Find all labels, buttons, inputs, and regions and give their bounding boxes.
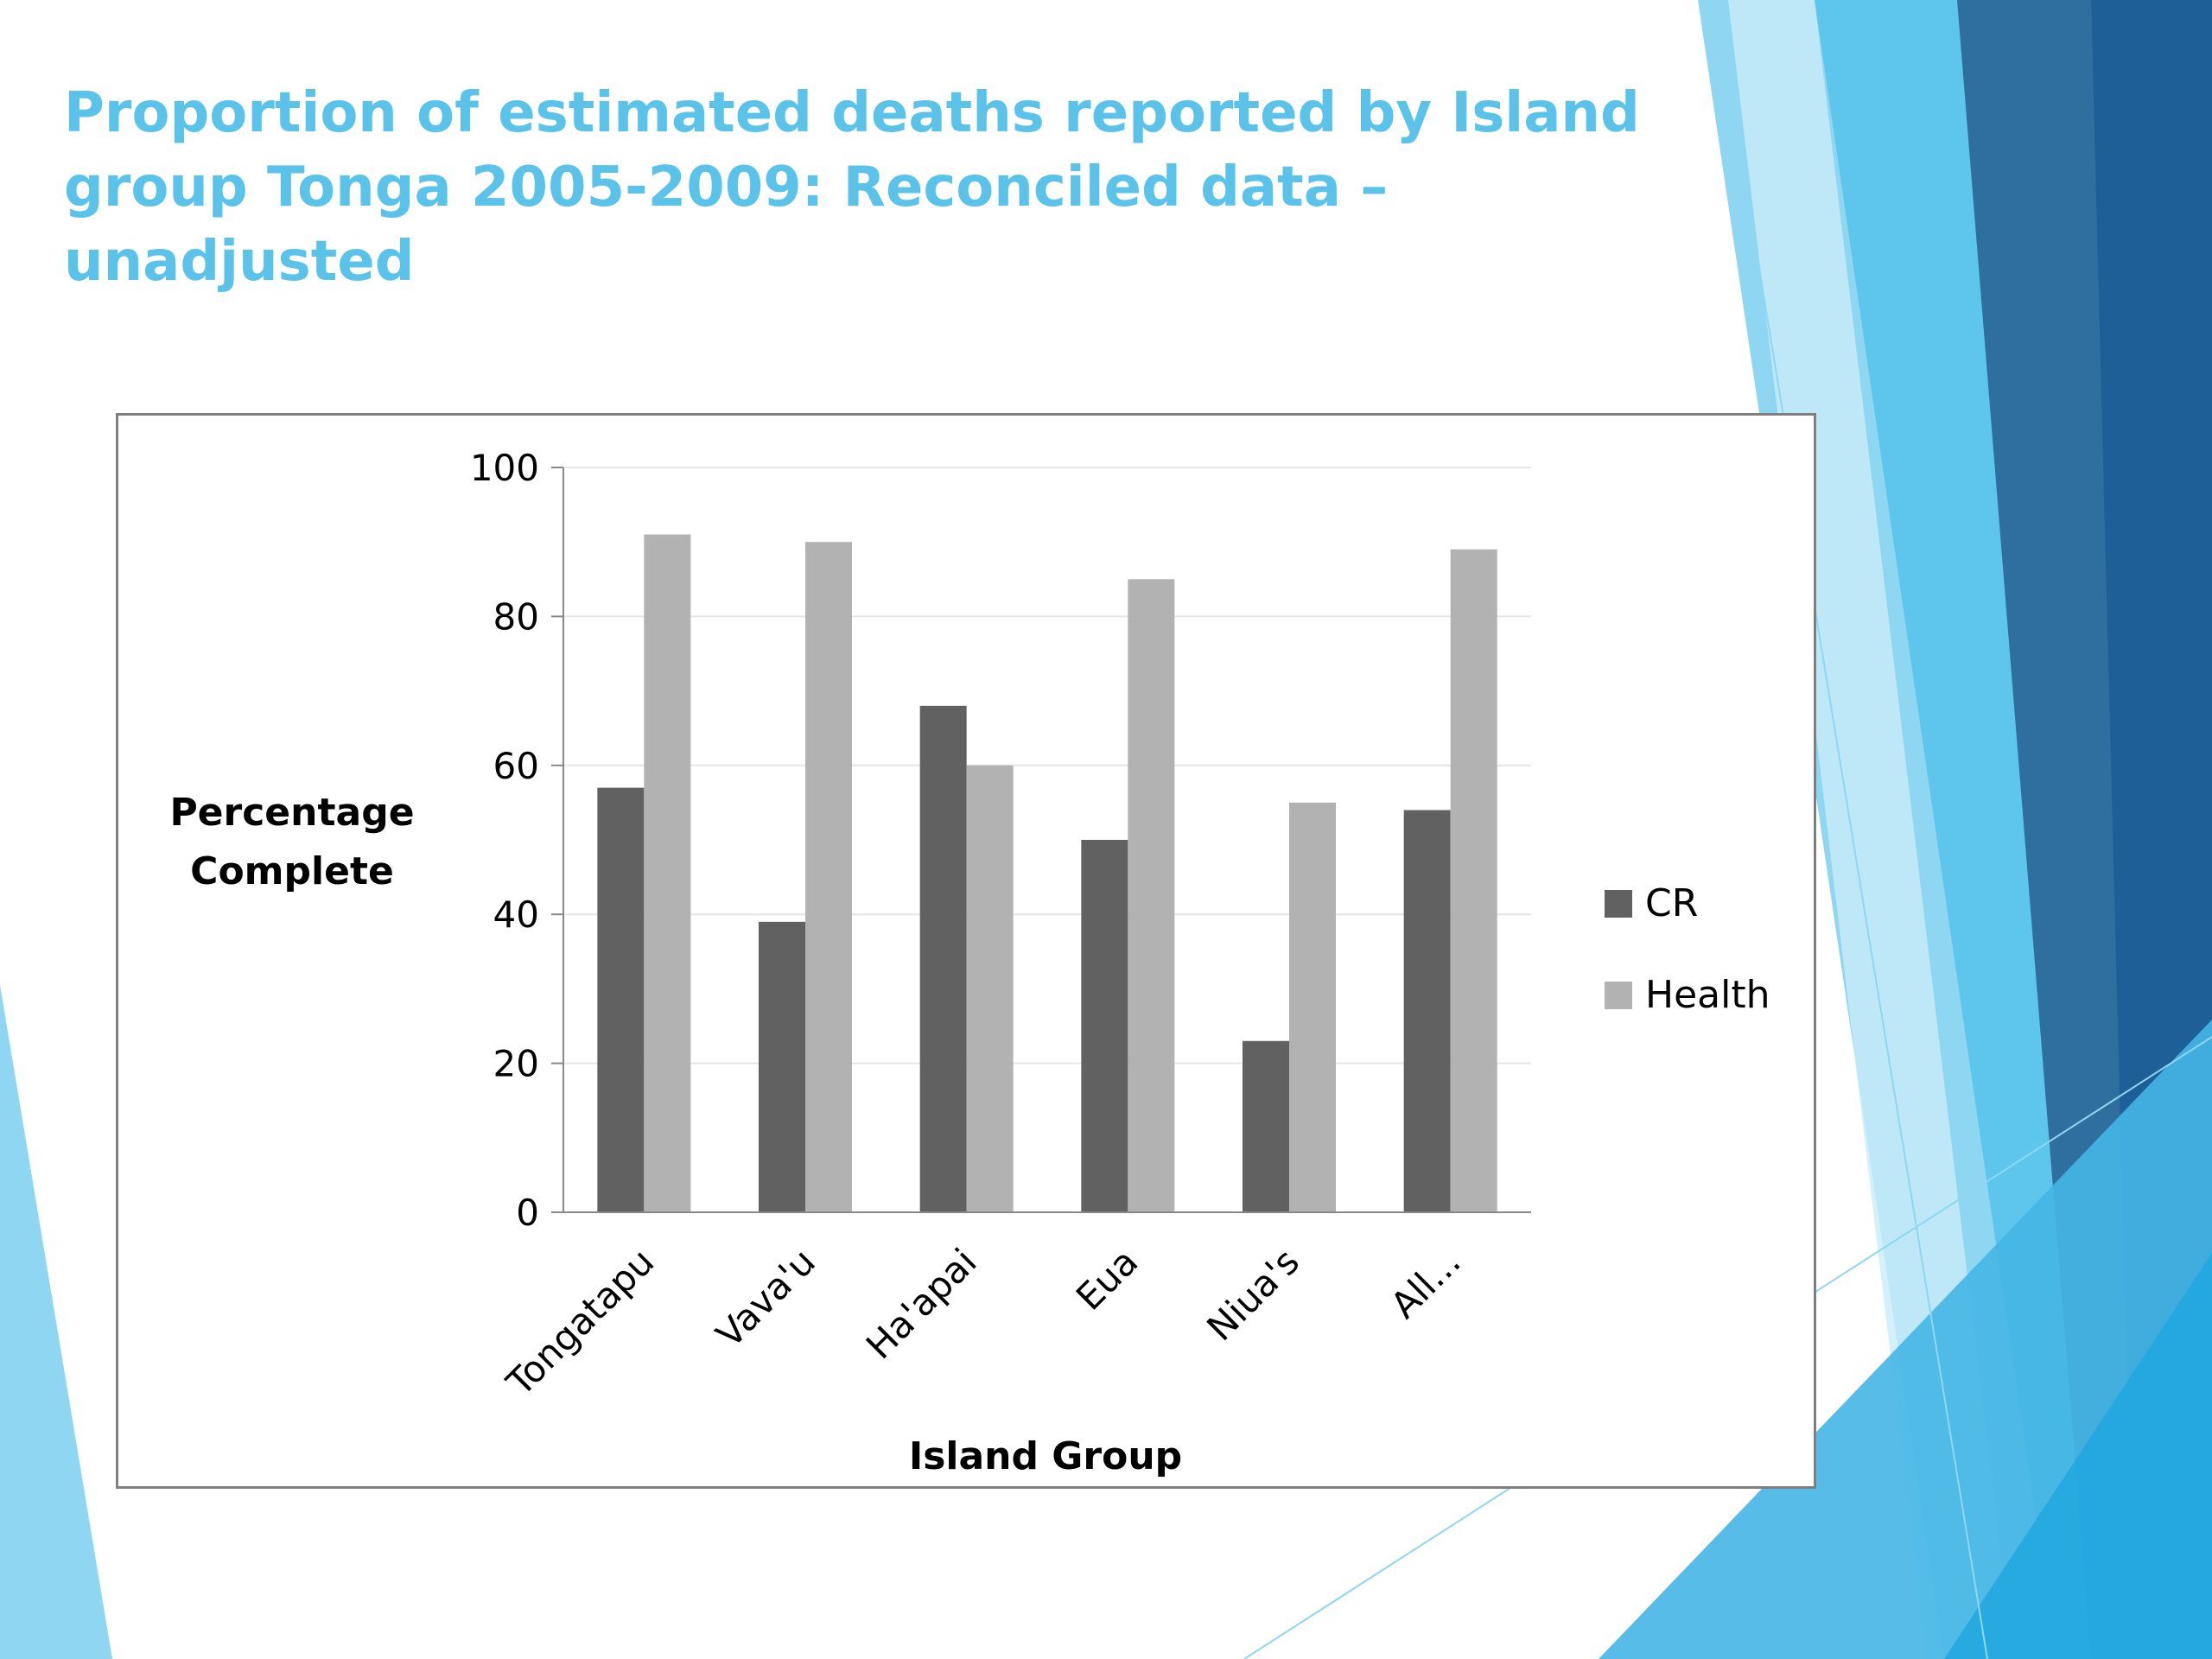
bar-cr-1 (759, 921, 805, 1212)
legend-swatch-health (1605, 982, 1632, 1009)
bar-cr-2 (919, 705, 967, 1212)
x-axis-title: Island Group (909, 1434, 1182, 1478)
legend-label-cr: CR (1645, 881, 1698, 925)
bar-health-5 (1450, 549, 1497, 1212)
bars (597, 534, 1497, 1212)
x-tick-label: Niua's (1198, 1240, 1307, 1349)
bottom-right-facet-bright (1944, 1253, 2212, 1659)
x-tick-label: Ha'apai (858, 1240, 985, 1367)
y-tick-label: 100 (470, 447, 539, 489)
legend-label-health: Health (1645, 973, 1770, 1017)
bar-health-3 (1128, 579, 1175, 1212)
x-tick-label: Tongatapu (498, 1240, 662, 1404)
y-axis-title-line: Complete (190, 849, 394, 893)
legend-swatch-cr (1605, 890, 1632, 918)
bar-health-1 (805, 542, 852, 1212)
bar-cr-4 (1243, 1040, 1289, 1212)
y-axis-title-line: Percentage (169, 791, 414, 835)
y-tick-label: 0 (516, 1192, 539, 1234)
bar-cr-5 (1403, 810, 1451, 1212)
y-tick-label: 40 (493, 893, 539, 936)
bar-health-4 (1289, 802, 1336, 1212)
bar-cr-0 (597, 787, 645, 1212)
bar-cr-3 (1081, 840, 1128, 1212)
bar-health-2 (966, 765, 1014, 1212)
x-tick-label: All... (1382, 1240, 1469, 1326)
bar-health-0 (644, 534, 691, 1212)
y-tick-label: 80 (493, 595, 539, 638)
slide-title: Proportion of estimated deaths reported … (64, 81, 1640, 294)
gridlines (563, 467, 1531, 1065)
legend: CR Health (1605, 881, 1770, 1017)
axes (551, 467, 1531, 1213)
left-facet (0, 985, 112, 1659)
x-tick-label: Vava'u (708, 1240, 823, 1356)
thin-line-2 (1714, 0, 1988, 1659)
x-tick-label: Eua (1068, 1240, 1146, 1318)
y-tick-label: 60 (493, 745, 539, 787)
y-tick-label: 20 (493, 1043, 539, 1085)
